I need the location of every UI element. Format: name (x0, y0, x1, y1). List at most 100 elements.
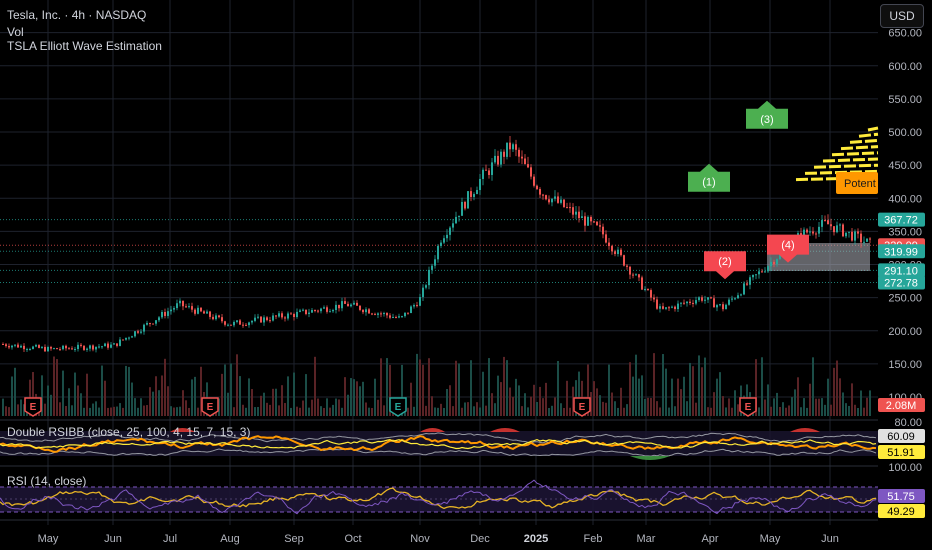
candle-body (236, 320, 238, 322)
candle-body (515, 144, 517, 150)
volume-bar (194, 376, 196, 416)
candle-body (701, 297, 703, 301)
candle-body (533, 176, 535, 186)
volume-bar (515, 378, 517, 416)
elliott-wave-label-2[interactable] (704, 251, 746, 280)
volume-bar (296, 406, 298, 416)
volume-bar (710, 407, 712, 416)
candle-body (290, 313, 292, 315)
volume-bar (599, 395, 601, 416)
candle-body (500, 151, 502, 165)
volume-bar (815, 398, 817, 416)
earnings-marker[interactable] (201, 397, 219, 417)
elliott-wave-label-1[interactable] (688, 163, 730, 192)
volume-bar (125, 365, 127, 416)
volume-bar (590, 392, 592, 416)
candle-body (461, 201, 463, 216)
candle-body (548, 199, 550, 203)
rsi-value-badge (878, 504, 925, 518)
candle-body (68, 348, 70, 350)
volume-bar (668, 407, 670, 416)
potential-zone-tag[interactable] (836, 172, 878, 194)
candle-body (587, 216, 589, 226)
volume-bar (827, 378, 829, 416)
volume-bar (251, 389, 253, 416)
candle-body (41, 346, 43, 348)
symbol-title[interactable]: Tesla, Inc. · 4h · NASDAQ (7, 8, 147, 22)
earnings-marker[interactable] (739, 397, 757, 417)
volume-bar (722, 396, 724, 416)
earnings-marker[interactable] (573, 397, 591, 417)
elliott-wave-indicator-label[interactable]: TSLA Elliott Wave Estimation (7, 39, 162, 53)
candle-body (71, 348, 73, 350)
candle-body (59, 349, 61, 351)
volume-bar (113, 406, 115, 416)
volume-bar (179, 406, 181, 416)
candle-body (815, 233, 817, 235)
y-tick-label: 650.00 (888, 28, 922, 40)
candle-body (524, 158, 526, 165)
candle-body (383, 313, 385, 315)
candle-body (488, 170, 490, 175)
volume-indicator-label[interactable]: Vol (7, 25, 24, 39)
candle-body (650, 290, 652, 298)
earnings-marker[interactable] (24, 397, 42, 417)
candle-body (869, 238, 871, 240)
volume-bar (527, 407, 529, 416)
volume-bar (86, 373, 88, 416)
candle-body (530, 167, 532, 177)
candle-body (299, 310, 301, 312)
volume-bar (68, 388, 70, 416)
volume-bar (416, 353, 418, 416)
elliott-wave-label-3[interactable] (746, 100, 788, 129)
candle-body (95, 346, 97, 350)
volume-bar (638, 378, 640, 416)
candle-body (659, 306, 661, 309)
candle-body (293, 313, 295, 318)
volume-bar (293, 372, 295, 416)
candle-body (218, 315, 220, 318)
price-level-label: 291.10 (884, 265, 918, 277)
volume-bar (143, 405, 145, 416)
currency-button[interactable]: USD (880, 4, 924, 28)
candle-body (635, 274, 637, 276)
earnings-marker[interactable] (389, 397, 407, 417)
candle-body (413, 305, 415, 307)
candle-body (323, 307, 325, 309)
candle-body (209, 311, 211, 317)
volume-bar (161, 375, 163, 416)
volume-bar (503, 356, 505, 416)
rsi-pane-title[interactable]: RSI (14, close) (7, 474, 87, 488)
candle-body (131, 336, 133, 338)
candle-body (227, 324, 229, 326)
candle-body (107, 343, 109, 348)
elliott-wave-label-4[interactable] (767, 234, 809, 263)
volume-bar (341, 407, 343, 416)
volume-bar (299, 407, 301, 416)
candle-body (776, 259, 778, 265)
candle-body (545, 195, 547, 200)
candle-body (758, 271, 760, 275)
candle-body (380, 313, 382, 315)
candle-body (344, 301, 346, 304)
candle-body (503, 151, 505, 157)
candle-body (452, 223, 454, 228)
volume-bar (254, 407, 256, 416)
candle-body (449, 227, 451, 235)
candle-body (74, 349, 76, 351)
candle-body (188, 306, 190, 308)
volume-bar (737, 404, 739, 416)
candle-body (347, 303, 349, 307)
volume-bar (185, 400, 187, 416)
volume-bar (242, 404, 244, 416)
rsibb-y-tick: 100.00 (888, 462, 922, 474)
candle-body (824, 220, 826, 222)
x-tick-label: Jun (821, 533, 839, 545)
volume-bar (308, 407, 310, 416)
volume-bar (803, 398, 805, 416)
candle-body (836, 225, 838, 233)
volume-bar (32, 372, 34, 416)
rsibb-pane-title[interactable]: Double RSIBB (close, 25, 100, 4, 15, 7, … (7, 425, 251, 439)
candle-body (848, 231, 850, 233)
